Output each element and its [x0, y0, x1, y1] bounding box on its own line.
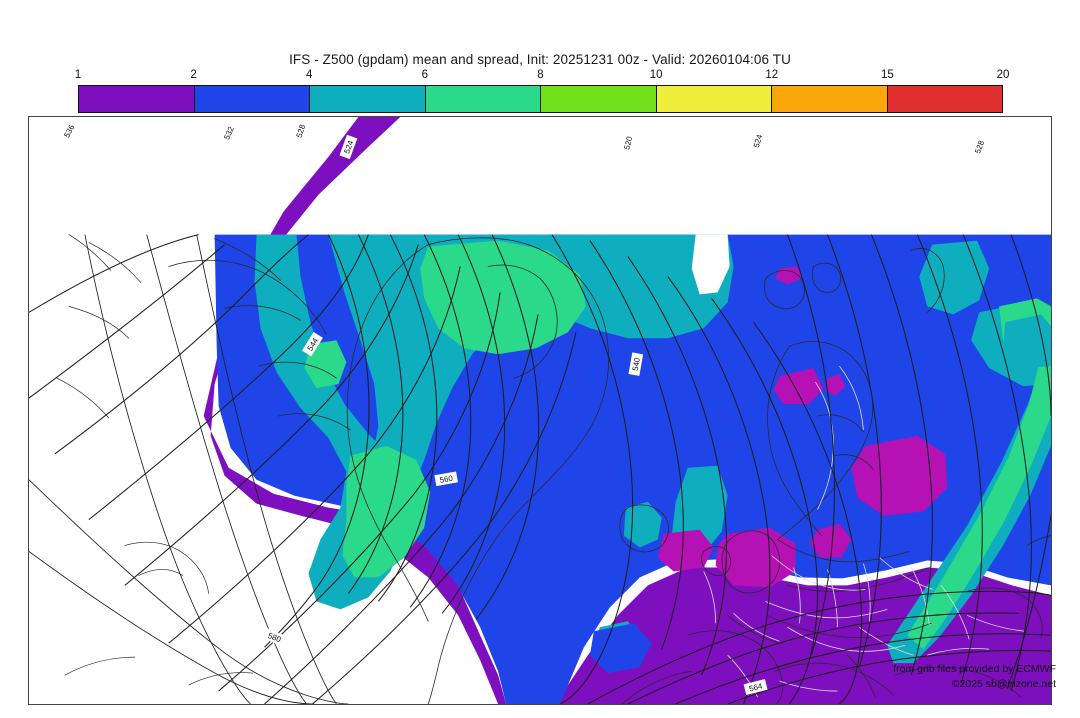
page-title: IFS - Z500 (gpdam) mean and spread, Init… [289, 52, 791, 67]
colorbar-segment-12-15 [772, 86, 888, 112]
svg-text:564: 564 [748, 681, 764, 693]
colorbar-tick-20: 20 [996, 69, 1010, 81]
map-canvas[interactable]: 536 532 528 524 [28, 116, 1052, 705]
colorbar-segment-15-20 [887, 86, 1002, 112]
spread-band-4-6-greenland [316, 234, 734, 604]
svg-text:528: 528 [295, 123, 308, 139]
map-svg: 536 532 528 524 [29, 117, 1051, 704]
colorbar-segment-8-10 [541, 86, 657, 112]
mean-height-contours [29, 234, 1051, 704]
colorbar-segment-2-4 [194, 86, 310, 112]
colorbar-tick-8: 8 [537, 69, 544, 81]
colorbar: 1 2 4 6 8 10 12 15 20 [75, 69, 1009, 113]
spread-shading [29, 117, 1051, 704]
svg-text:524: 524 [752, 133, 764, 149]
colorbar-tick-labels: 1 2 4 6 8 10 12 15 20 [74, 67, 1010, 83]
svg-text:560: 560 [439, 474, 454, 485]
spread-band-1-2 [29, 117, 1051, 704]
colorbar-scale [78, 85, 1003, 113]
colorbar-tick-2: 2 [190, 69, 197, 81]
svg-text:524: 524 [342, 139, 355, 155]
spread-blob-iberia [589, 623, 652, 674]
spread-band-6-8-labr-small [304, 340, 347, 389]
coastlines [56, 234, 1051, 704]
spread-magenta-patches [657, 266, 948, 588]
colorbar-segment-6-8 [425, 86, 541, 112]
colorbar-segment-1-2 [79, 86, 195, 112]
spread-band-6-8-eeurope [907, 344, 1051, 650]
colorbar-tick-6: 6 [421, 69, 429, 81]
no-data-wedge-upper [29, 234, 129, 325]
contour-labels: 536 532 528 524 [58, 118, 989, 696]
svg-text:540: 540 [631, 356, 642, 371]
colorbar-tick-4: 4 [306, 69, 313, 81]
no-data-wedge [29, 321, 465, 704]
colorbar-tick-10: 10 [649, 69, 663, 81]
spread-blob-ne [1003, 314, 1051, 369]
colorbar-segment-10-12 [656, 86, 772, 112]
spread-band-6-8-labrador [342, 445, 431, 578]
spread-band-6-8-greenland [420, 240, 586, 355]
colorbar-tick-1: 1 [74, 69, 82, 81]
spread-band-4-6-eeurope [887, 328, 1051, 664]
svg-text:520: 520 [622, 135, 634, 151]
colorbar-tick-15: 15 [880, 69, 894, 81]
map-gap-north [691, 234, 730, 295]
spread-band-4-6-baltic [919, 240, 990, 315]
spread-band-4-6-iceland [623, 501, 662, 548]
colorbar-tick-12: 12 [765, 69, 779, 81]
colorbar-segment-4-6 [310, 86, 426, 112]
svg-text:528: 528 [973, 139, 986, 155]
